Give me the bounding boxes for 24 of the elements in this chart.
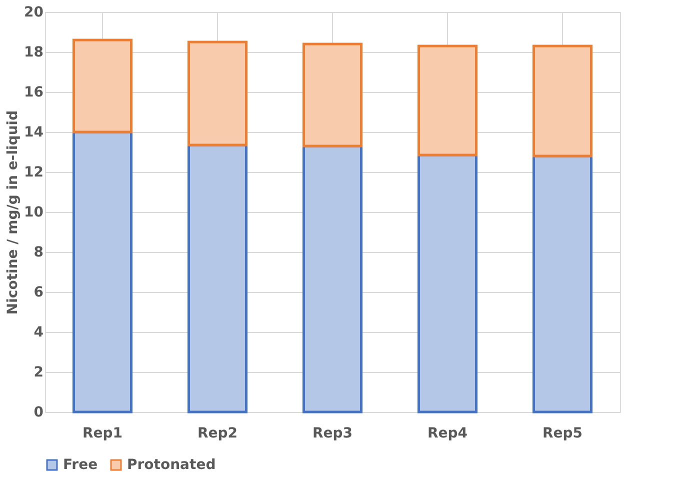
y-tick-label: 14 [24, 124, 44, 140]
y-axis-title: Nicotine / mg/g in e-liquid [5, 110, 22, 315]
y-tick-label: 4 [34, 324, 44, 340]
legend-label: Protonated [127, 457, 216, 473]
bar [302, 42, 362, 148]
x-tick-label: Rep1 [82, 426, 123, 442]
bar [418, 44, 478, 156]
y-tick-label: 8 [34, 244, 44, 260]
y-tick-label: 0 [34, 404, 44, 420]
x-tick-label: Rep2 [197, 426, 238, 442]
y-tick-label: 18 [24, 44, 44, 60]
bar [532, 44, 592, 158]
y-tick-label: 2 [34, 364, 44, 380]
bar [72, 38, 132, 134]
x-tick-label: Rep4 [427, 426, 468, 442]
bar [188, 40, 248, 146]
legend-label: Free [63, 457, 98, 473]
y-tick-label: 10 [24, 204, 44, 220]
y-tick-label: 12 [24, 164, 44, 180]
x-tick-label: Rep5 [542, 426, 583, 442]
y-tick-label: 20 [24, 4, 44, 20]
y-tick-label: 6 [34, 284, 44, 300]
x-tick-label: Rep3 [312, 426, 353, 442]
y-tick-label: 16 [24, 84, 44, 100]
